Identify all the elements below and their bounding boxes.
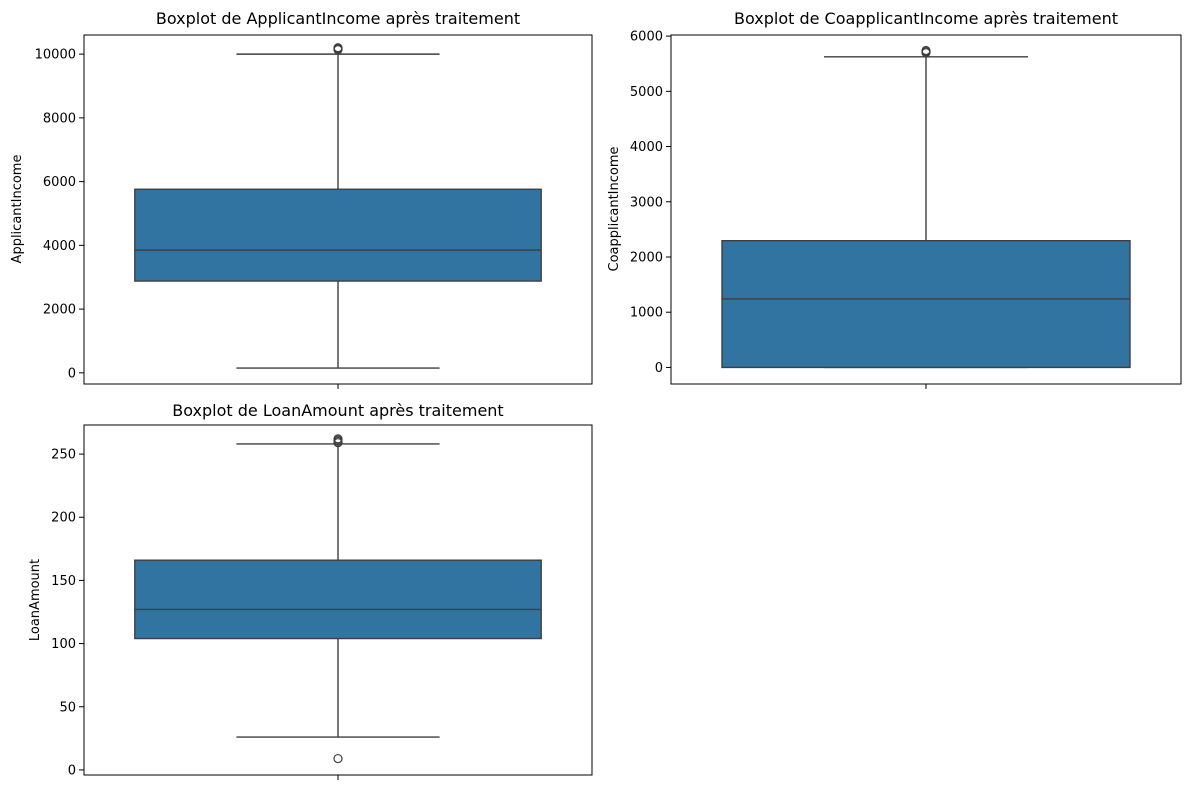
y-tick-label: 200: [51, 511, 76, 526]
y-tick-label: 5000: [630, 85, 663, 100]
iqr-box: [134, 188, 542, 282]
y-tick-label: 4000: [630, 140, 663, 155]
outlier-point: [333, 434, 343, 444]
y-tick-label: 8000: [43, 111, 76, 126]
y-tick-label: 6000: [630, 30, 663, 45]
chart-title: Boxplot de LoanAmount après traitement: [172, 401, 503, 420]
y-tick-label: 6000: [43, 175, 76, 190]
applicant-income-boxplot: Boxplot de ApplicantIncome après traitem…: [10, 9, 593, 389]
y-tick-label: 2000: [630, 250, 663, 265]
y-axis-label: ApplicantIncome: [10, 155, 25, 264]
y-tick-label: 3000: [630, 195, 663, 210]
y-tick-label: 1000: [630, 306, 663, 321]
plot-area: 0 1000 2000 3000 4000 5000 6000: [630, 30, 1182, 389]
y-axis-label: CoapplicantIncome: [607, 146, 622, 271]
iqr-box: [134, 559, 542, 640]
loan-amount-boxplot: Boxplot de LoanAmount après traitement L…: [28, 401, 593, 780]
y-tick-label: 0: [68, 763, 76, 778]
outlier-point: [921, 45, 931, 56]
y-tick-label: 0: [655, 361, 663, 376]
y-tick-label: 100: [51, 637, 76, 652]
outlier-point: [333, 753, 343, 764]
chart-title: Boxplot de CoapplicantIncome après trait…: [734, 9, 1118, 28]
chart-title: Boxplot de ApplicantIncome après traitem…: [156, 9, 520, 28]
outlier-point: [333, 43, 343, 53]
y-tick-label: 150: [51, 574, 76, 589]
plot-area: 0 50 100 150 200 250: [51, 424, 593, 780]
y-tick-label: 0: [68, 366, 76, 381]
coapplicant-income-boxplot: Boxplot de CoapplicantIncome après trait…: [607, 9, 1182, 389]
iqr-box: [721, 240, 1131, 369]
y-axis-label: LoanAmount: [28, 559, 43, 641]
y-tick-label: 4000: [43, 239, 76, 254]
y-tick-label: 250: [51, 448, 76, 463]
y-tick-label: 2000: [43, 303, 76, 318]
plot-area: 0 2000 4000 6000 8000 10000: [35, 34, 593, 389]
y-tick-label: 10000: [35, 48, 76, 63]
y-tick-label: 50: [59, 700, 76, 715]
